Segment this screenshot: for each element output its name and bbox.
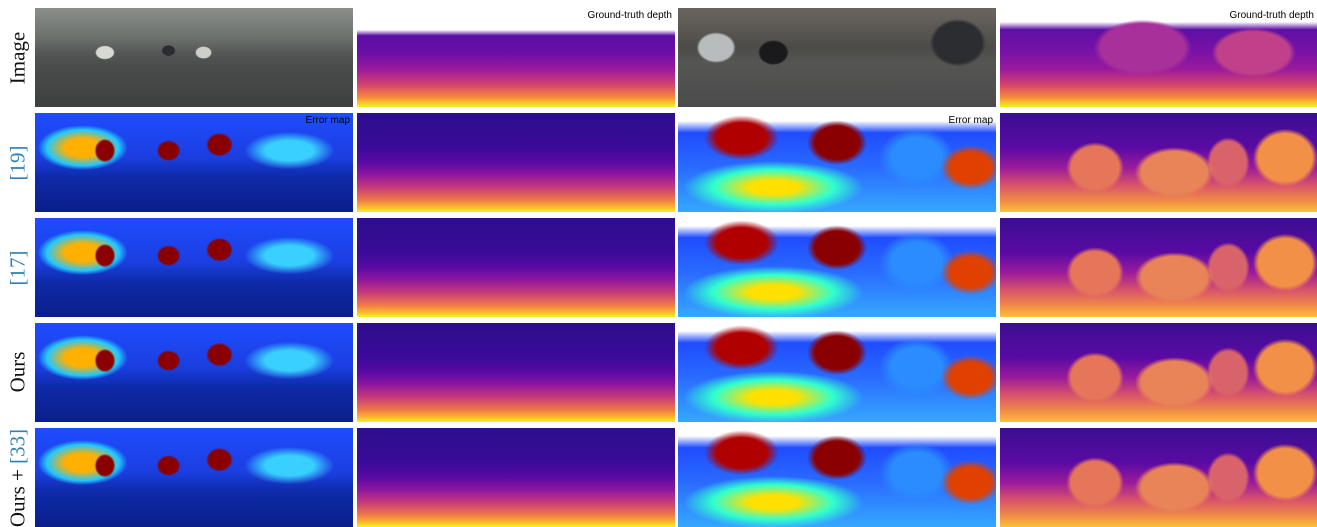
caption: Error map — [949, 115, 993, 126]
depth-map — [357, 428, 675, 527]
row-label: Ours + [33] — [6, 429, 31, 527]
ground-truth: Ground-truth depth — [1000, 8, 1317, 107]
input-image — [678, 8, 996, 107]
depth-map — [1000, 428, 1317, 527]
error-map — [35, 218, 353, 317]
error-map — [35, 323, 353, 422]
input-image — [35, 8, 353, 107]
label: Ours — [6, 352, 30, 393]
caption: Ground-truth depth — [588, 10, 673, 21]
row-label: [17] — [6, 251, 31, 286]
row-label: Ours — [6, 352, 31, 393]
error-map — [678, 218, 996, 317]
row-label: Image — [6, 32, 31, 84]
depth-map — [357, 113, 675, 212]
label: Image — [6, 32, 30, 84]
depth-map — [357, 218, 675, 317]
error-map: Error map — [35, 113, 353, 212]
error-map — [35, 428, 353, 527]
row-label: [19] — [6, 146, 31, 181]
caption: Ground-truth depth — [1230, 10, 1315, 21]
depth-map — [1000, 218, 1317, 317]
citation: [33] — [6, 429, 30, 464]
error-map: Error map — [678, 113, 996, 212]
error-map — [678, 323, 996, 422]
depth-map — [1000, 113, 1317, 212]
citation: [17] — [6, 251, 30, 286]
citation: [19] — [6, 146, 30, 181]
depth-map — [357, 323, 675, 422]
ground-truth: Ground-truth depth — [357, 8, 675, 107]
caption: Error map — [306, 115, 350, 126]
label: Ours + — [6, 469, 30, 527]
error-map — [678, 428, 996, 527]
depth-map — [1000, 323, 1317, 422]
figure: Image Ground-truth depth Ground-truth de… — [0, 0, 1317, 527]
